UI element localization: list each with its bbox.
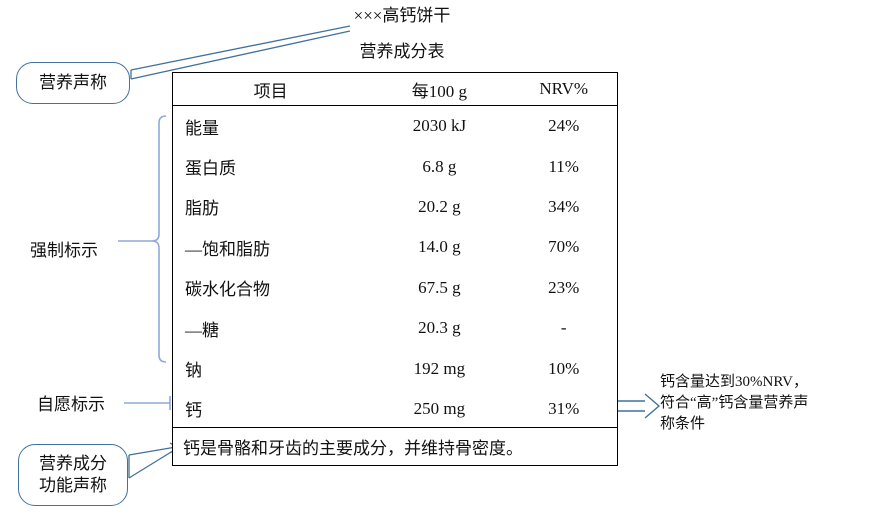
nutrition-table-title: 营养成分表 xyxy=(359,42,445,61)
cell-nrv: 10% xyxy=(548,358,580,378)
voluntary-labeling-label: 自愿标示 xyxy=(37,395,105,414)
cell-per100g: 2030 kJ xyxy=(412,116,467,136)
column-header-per100g: 每100 g xyxy=(411,81,468,101)
cell-item: 脂肪 xyxy=(185,199,219,219)
callout-function-claim-line1: 营养成分 xyxy=(39,454,107,473)
table-row: 蛋白质 6.8 g 11% xyxy=(173,146,617,186)
nutrient-function-claim-row: 钙是骨骼和牙齿的主要成分，并维持骨密度。 xyxy=(173,427,617,465)
table-row: —饱和脂肪 14.0 g 70% xyxy=(173,227,617,267)
callout-nutrition-claim-label: 营养声称 xyxy=(39,73,107,92)
table-row: 能量 2030 kJ 24% xyxy=(173,106,617,146)
cell-per100g: 14.0 g xyxy=(418,237,461,257)
right-note-line3: 称条件 xyxy=(660,416,706,432)
leader-line-function-claim xyxy=(128,442,180,479)
table-row: 钠 192 mg 10% xyxy=(173,348,617,388)
cell-per100g: 20.3 g xyxy=(418,318,461,338)
cell-per100g: 192 mg xyxy=(413,358,466,378)
cell-nrv: 24% xyxy=(548,116,580,136)
cell-item: 蛋白质 xyxy=(185,159,236,179)
cell-item: 钙 xyxy=(185,401,202,421)
mandatory-labeling-label: 强制标示 xyxy=(30,241,98,260)
product-title: ×××高钙饼干 xyxy=(353,6,451,25)
cell-nrv: 70% xyxy=(548,237,580,257)
callout-nutrient-function-claim: 营养成分 功能声称 xyxy=(18,444,128,506)
cell-nrv: 34% xyxy=(548,196,580,216)
voluntary-connector xyxy=(124,396,171,410)
table-row: 脂肪 20.2 g 34% xyxy=(173,187,617,227)
callout-function-claim-line2: 功能声称 xyxy=(39,476,107,495)
cell-per100g: 67.5 g xyxy=(418,277,461,297)
cell-per100g: 6.8 g xyxy=(422,156,457,176)
cell-item: —糖 xyxy=(185,320,219,340)
cell-item: —饱和脂肪 xyxy=(185,239,270,259)
cell-per100g: 20.2 g xyxy=(418,196,461,216)
table-row: 钙 250 mg 31% xyxy=(173,389,617,429)
cell-nrv: 31% xyxy=(548,398,580,418)
cell-nrv: 23% xyxy=(548,277,580,297)
table-row: 碳水化合物 67.5 g 23% xyxy=(173,268,617,308)
cell-item: 碳水化合物 xyxy=(185,280,270,300)
cell-nrv: - xyxy=(560,318,567,338)
nutrition-facts-table: 项目 每100 g NRV% 能量 2030 kJ 24% 蛋白质 6.8 g … xyxy=(172,72,618,466)
right-note-line1: 钙含量达到30%NRV， xyxy=(660,374,808,390)
column-header-item: 项目 xyxy=(253,81,288,101)
table-row: —糖 20.3 g - xyxy=(173,308,617,348)
right-note-line2: 符合“高”钙含量营养声 xyxy=(660,395,809,411)
column-header-nrv: NRV% xyxy=(539,79,589,98)
cell-item: 钠 xyxy=(185,361,202,381)
callout-nutrition-claim: 营养声称 xyxy=(16,62,130,104)
footnote-text: 钙是骨骼和牙齿的主要成分，并维持骨密度。 xyxy=(183,439,523,458)
cell-item: 能量 xyxy=(185,118,219,138)
table-header-row: 项目 每100 g NRV% xyxy=(173,73,617,106)
cell-per100g: 250 mg xyxy=(413,398,466,418)
mandatory-bracket xyxy=(118,115,167,363)
right-side-note: 钙含量达到30%NRV， 符合“高”钙含量营养声 称条件 xyxy=(660,372,872,435)
cell-nrv: 11% xyxy=(548,156,579,176)
